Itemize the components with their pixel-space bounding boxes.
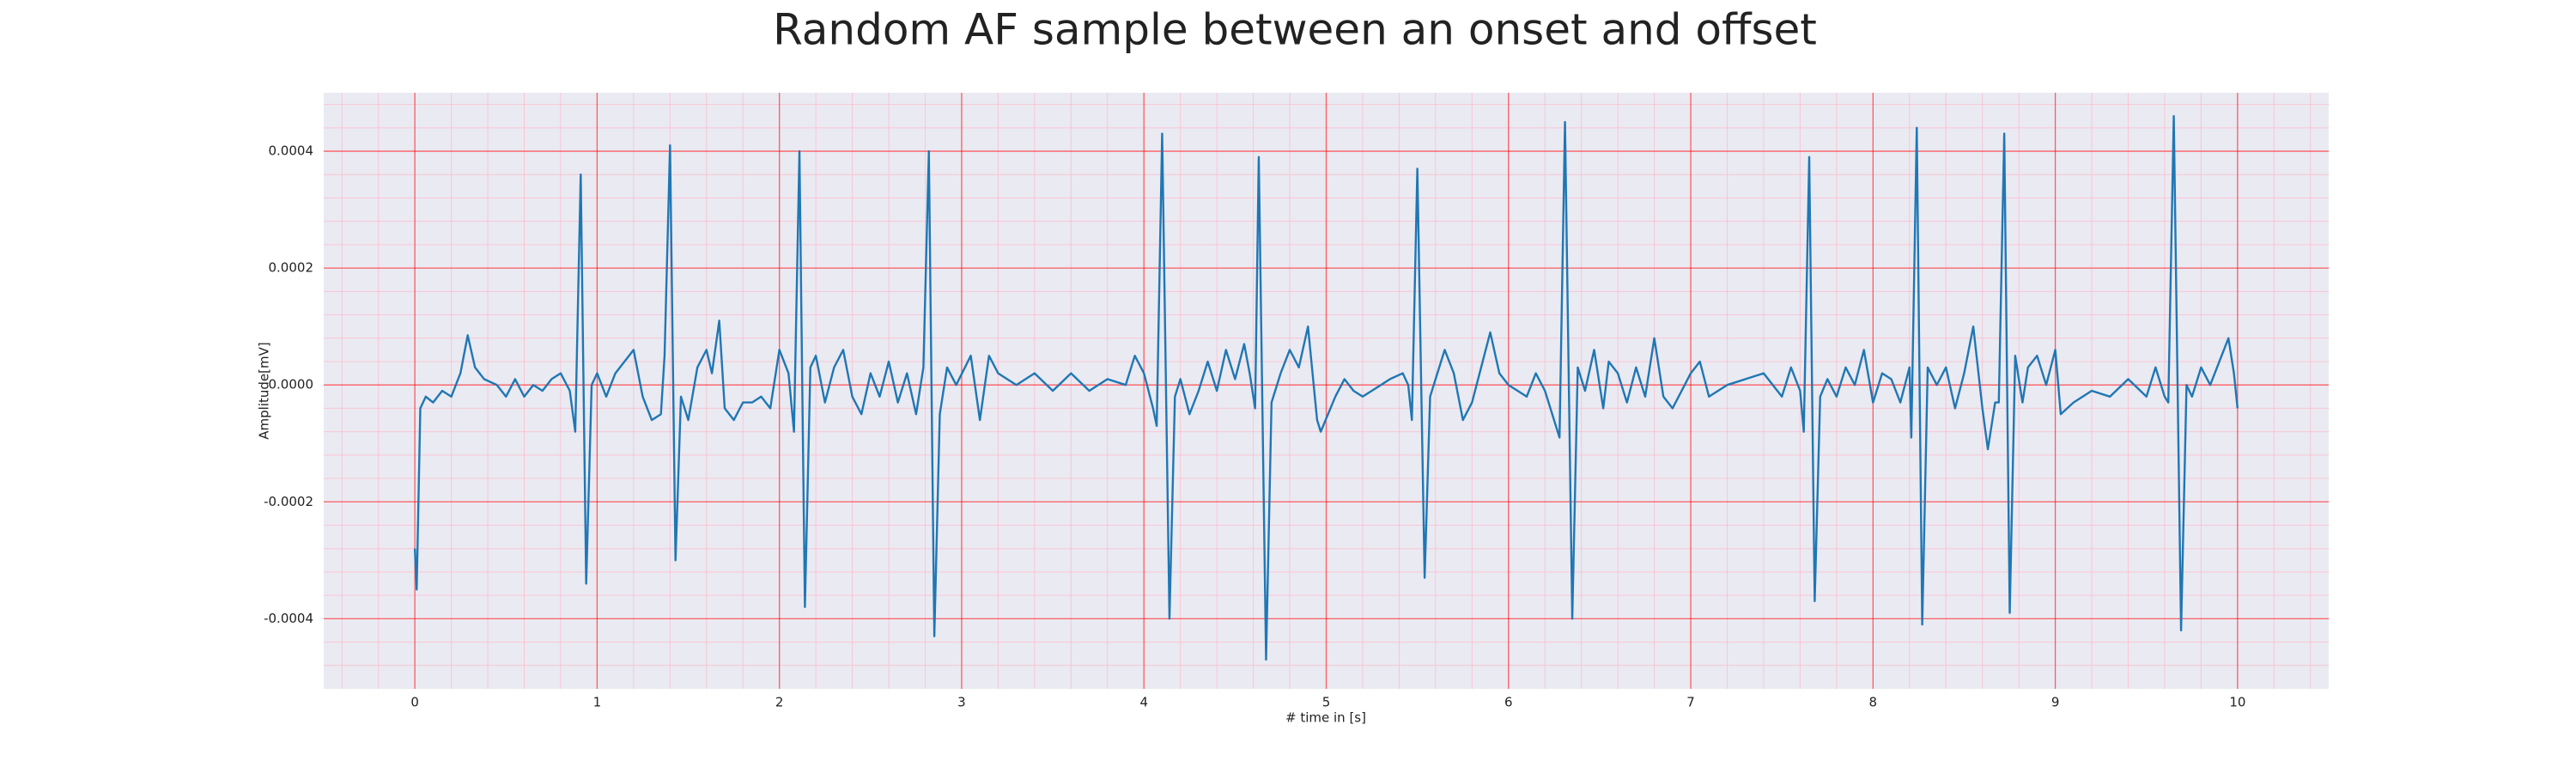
chart-title: Random AF sample between an onset and of… bbox=[773, 5, 1817, 55]
x-tick-label: 9 bbox=[2051, 695, 2060, 710]
x-tick-label: 3 bbox=[957, 695, 966, 710]
x-tick-label: 4 bbox=[1139, 695, 1148, 710]
y-tick-label: 0.0000 bbox=[269, 377, 314, 393]
x-tick-label: 8 bbox=[1869, 695, 1878, 710]
x-tick-label: 5 bbox=[1322, 695, 1331, 710]
signal-line bbox=[413, 115, 2239, 661]
x-tick-label: 6 bbox=[1504, 695, 1513, 710]
x-tick-label: 1 bbox=[593, 695, 602, 710]
x-tick-label: 0 bbox=[410, 695, 419, 710]
x-tick-label: 7 bbox=[1686, 695, 1695, 710]
x-axis-label: # time in [s] bbox=[1285, 710, 1366, 726]
y-tick-label: 0.0004 bbox=[269, 143, 314, 159]
y-tick-label: 0.0002 bbox=[269, 260, 314, 276]
y-axis-label: Amplitude[mV] bbox=[257, 342, 272, 439]
x-tick-label: 2 bbox=[775, 695, 784, 710]
x-tick-label: 10 bbox=[2229, 695, 2245, 710]
y-tick-label: -0.0004 bbox=[264, 611, 313, 626]
y-tick-label: -0.0002 bbox=[264, 494, 313, 509]
